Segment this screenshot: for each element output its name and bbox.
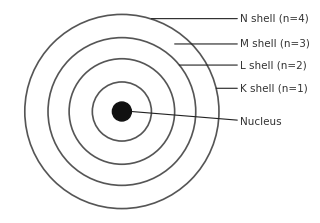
Text: N shell (n=4): N shell (n=4) (151, 14, 309, 24)
Circle shape (112, 102, 132, 121)
Text: M shell (n=3): M shell (n=3) (175, 39, 310, 49)
Text: Nucleus: Nucleus (132, 112, 282, 127)
Text: K shell (n=1): K shell (n=1) (216, 83, 308, 93)
Text: L shell (n=2): L shell (n=2) (179, 60, 307, 70)
